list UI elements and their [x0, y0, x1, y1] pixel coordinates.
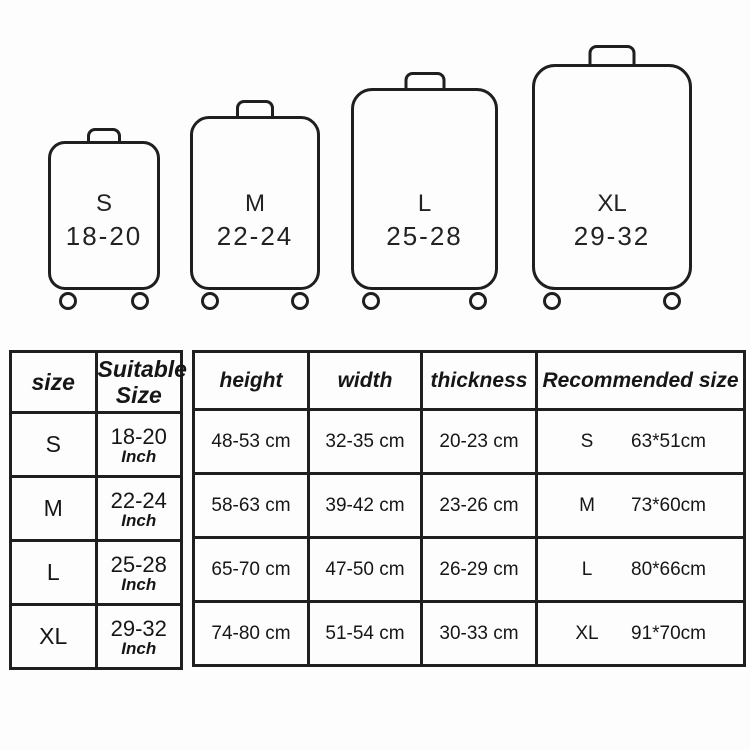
width-cell: 47-50 cm — [307, 536, 423, 603]
suitcase-body: XL 29-32 — [532, 64, 692, 290]
recommended-size-dims: 91*70cm — [631, 622, 706, 644]
column-header-thickness: thickness — [420, 350, 538, 411]
suitcase-size-letter: L — [417, 190, 432, 217]
thickness-cell: 30-33 cm — [420, 600, 538, 667]
table-row: XL 29-32 Inch — [9, 603, 183, 670]
suitable-size-cell: 22-24 Inch — [94, 475, 183, 542]
suitcase-m: M 22-24 — [190, 100, 320, 310]
wheel-left-icon — [543, 292, 561, 310]
thickness-cell: 26-29 cm — [420, 536, 538, 603]
height-cell: 48-53 cm — [192, 408, 310, 475]
suitcase-size-range: 18-20 — [65, 221, 143, 251]
suitcase-size-range: 29-32 — [573, 221, 651, 251]
table-row: S 18-20 Inch — [9, 411, 183, 478]
height-cell: 74-80 cm — [192, 600, 310, 667]
table-row: 65-70 cm 47-50 cm 26-29 cm L 80*66cm — [192, 536, 746, 603]
suitcase-size-letter: S — [95, 190, 112, 217]
wheel-left-icon — [59, 292, 77, 310]
suitcase-handle-icon — [87, 128, 121, 144]
unit-text: Inch — [121, 638, 157, 658]
range-text: 25-28 — [110, 551, 167, 577]
table-row: 58-63 cm 39-42 cm 23-26 cm M 73*60cm — [192, 472, 746, 539]
recommended-size-cell: L 80*66cm — [535, 536, 746, 603]
height-cell: 58-63 cm — [192, 472, 310, 539]
suitcase-size-range: 22-24 — [216, 221, 294, 251]
column-header-recommended-size: Recommended size — [535, 350, 746, 411]
suitcase-size-range: 25-28 — [386, 221, 463, 251]
suitable-size-cell: 18-20 Inch — [94, 411, 183, 478]
suitcase-size-letter: XL — [597, 190, 627, 217]
table-row: 48-53 cm 32-35 cm 20-23 cm S 63*51cm — [192, 408, 746, 475]
range-text: 22-24 — [110, 487, 167, 513]
dimension-table: height width thickness Recommended size … — [192, 350, 746, 667]
wheel-right-icon — [663, 292, 681, 310]
wheel-right-icon — [291, 292, 309, 310]
unit-text: Inch — [121, 510, 157, 530]
table-header-row: size Suitable Size — [9, 350, 187, 414]
size-cell: XL — [9, 603, 98, 670]
size-cell: L — [9, 539, 98, 606]
wheel-left-icon — [362, 292, 380, 310]
suitcase-handle-icon — [588, 45, 636, 67]
suitcase-l: L 25-28 — [351, 72, 498, 310]
wheel-left-icon — [201, 292, 219, 310]
suitcase-handle-icon — [404, 72, 445, 91]
column-header-size: size — [9, 350, 98, 414]
recommended-size-cell: S 63*51cm — [535, 408, 746, 475]
suitcase-label: S 18-20 — [51, 187, 157, 253]
recommended-size-letter: L — [581, 558, 593, 580]
suitcase-label: L 25-28 — [354, 187, 495, 253]
recommended-size-cell: XL 91*70cm — [535, 600, 746, 667]
suitcase-label: XL 29-32 — [535, 187, 689, 253]
table-header-row: height width thickness Recommended size — [192, 350, 746, 411]
suitable-size-cell: 25-28 Inch — [94, 539, 183, 606]
suitcase-body: L 25-28 — [351, 88, 498, 290]
range-text: 18-20 — [110, 423, 167, 449]
recommended-size-dims: 73*60cm — [631, 494, 706, 516]
suitcase-label: M 22-24 — [193, 187, 317, 253]
column-header-width: width — [307, 350, 423, 411]
table-row: M 22-24 Inch — [9, 475, 183, 542]
unit-text: Inch — [121, 446, 157, 466]
suitcase-body: S 18-20 — [48, 141, 160, 290]
recommended-size-dims: 63*51cm — [631, 430, 706, 452]
suitcase-size-letter: M — [245, 190, 265, 217]
unit-text: Inch — [121, 574, 157, 594]
width-cell: 32-35 cm — [307, 408, 423, 475]
width-cell: 51-54 cm — [307, 600, 423, 667]
recommended-size-letter: XL — [575, 622, 599, 644]
thickness-cell: 23-26 cm — [420, 472, 538, 539]
size-table: size Suitable Size S 18-20 Inch M 22-24 … — [9, 350, 187, 670]
table-row: 74-80 cm 51-54 cm 30-33 cm XL 91*70cm — [192, 600, 746, 667]
size-cell: S — [9, 411, 98, 478]
range-text: 29-32 — [110, 615, 167, 641]
column-header-suitable-size: Suitable Size — [94, 350, 187, 414]
suitcase-s: S 18-20 — [48, 128, 160, 310]
size-cell: M — [9, 475, 98, 542]
suitcase-body: M 22-24 — [190, 116, 320, 290]
recommended-size-dims: 80*66cm — [631, 558, 706, 580]
recommended-size-cell: M 73*60cm — [535, 472, 746, 539]
wheel-right-icon — [469, 292, 487, 310]
suitable-size-cell: 29-32 Inch — [94, 603, 183, 670]
suitcase-handle-icon — [236, 100, 274, 119]
width-cell: 39-42 cm — [307, 472, 423, 539]
recommended-size-letter: M — [579, 494, 595, 516]
height-cell: 65-70 cm — [192, 536, 310, 603]
suitcase-xl: XL 29-32 — [532, 45, 692, 310]
thickness-cell: 20-23 cm — [420, 408, 538, 475]
column-header-height: height — [192, 350, 310, 411]
recommended-size-letter: S — [580, 430, 594, 452]
table-row: L 25-28 Inch — [9, 539, 183, 606]
wheel-right-icon — [131, 292, 149, 310]
